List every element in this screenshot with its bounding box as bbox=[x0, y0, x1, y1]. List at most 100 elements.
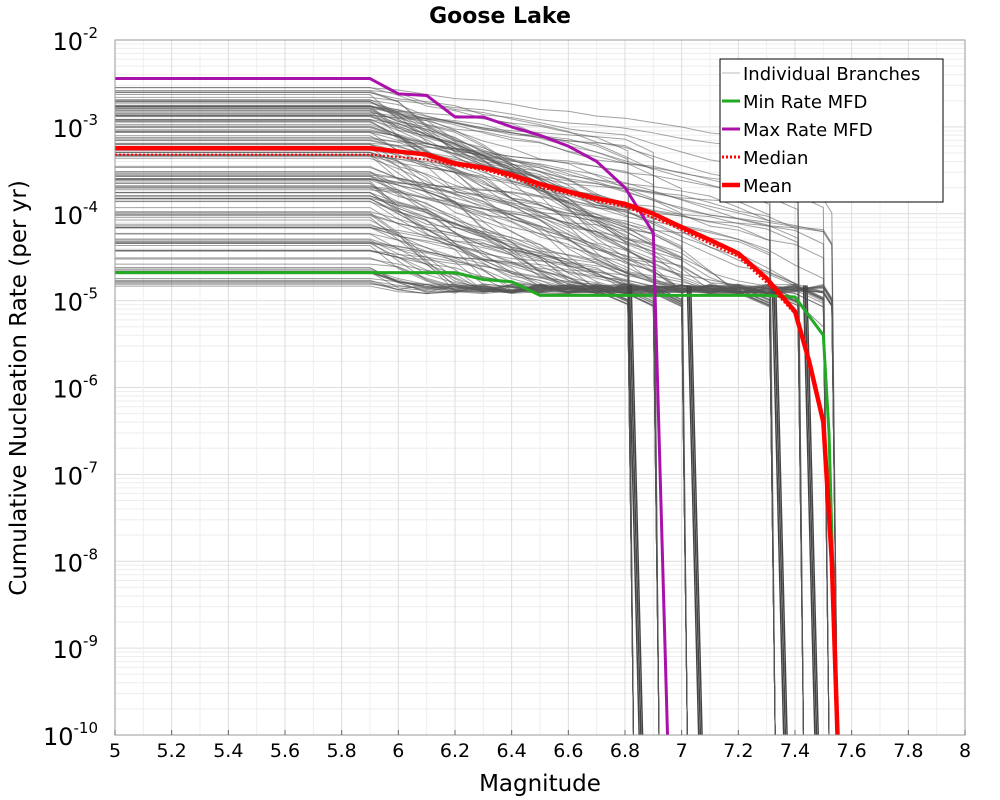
branch-line bbox=[115, 250, 838, 736]
branch-line bbox=[115, 185, 830, 736]
y-tick-label: 10-9 bbox=[52, 632, 98, 664]
branch-line bbox=[115, 112, 660, 736]
y-axis-ticks: 10-10 10-9 10-8 10-7 10-6 10-5 10-4 10-3 10-2 bbox=[43, 24, 98, 751]
y-tick-label: 10-7 bbox=[52, 458, 98, 490]
branch-cutoff-line bbox=[689, 285, 703, 736]
branch-line bbox=[115, 226, 830, 736]
x-tick-label: 5.2 bbox=[157, 740, 187, 762]
y-tick-label: 10-10 bbox=[43, 719, 98, 751]
branch-line bbox=[115, 250, 660, 736]
x-tick-label: 6.8 bbox=[610, 740, 640, 762]
y-tick-label: 10-3 bbox=[52, 111, 98, 143]
branch-line bbox=[115, 271, 634, 736]
branch-line bbox=[115, 100, 838, 736]
branch-line bbox=[115, 195, 634, 736]
legend-box bbox=[719, 58, 944, 203]
x-tick-label: 7.8 bbox=[893, 740, 923, 762]
branch-line bbox=[115, 258, 688, 736]
y-axis-label: Cumulative Nucleation Rate (per yr) bbox=[6, 180, 32, 596]
x-tick-label: 7 bbox=[676, 740, 688, 762]
branch-line bbox=[115, 271, 838, 736]
branch-line bbox=[115, 270, 634, 736]
x-tick-label: 5.4 bbox=[213, 740, 243, 762]
branch-cutoff-line bbox=[630, 285, 644, 736]
x-tick-label: 7.6 bbox=[837, 740, 867, 762]
branch-line bbox=[115, 270, 830, 736]
branch-line bbox=[115, 175, 830, 736]
legend-label: Individual Branches bbox=[743, 64, 920, 85]
legend-label: Mean bbox=[743, 176, 792, 197]
branch-cutoff-line bbox=[774, 285, 788, 736]
branch-line bbox=[115, 125, 776, 736]
branch-line bbox=[115, 106, 804, 736]
plot-frame bbox=[114, 39, 966, 736]
branch-line bbox=[115, 143, 776, 736]
series-lines bbox=[115, 77, 840, 736]
branch-line bbox=[115, 187, 824, 328]
branch-line bbox=[115, 271, 660, 736]
branch-line bbox=[115, 127, 804, 736]
branch-line bbox=[115, 257, 776, 736]
series-mean-line bbox=[115, 145, 840, 736]
branch-line bbox=[115, 176, 838, 736]
branch-line bbox=[115, 187, 660, 736]
branch-cutoff-line bbox=[628, 285, 642, 736]
x-tick-label: 6.6 bbox=[553, 740, 583, 762]
branch-line bbox=[115, 241, 830, 736]
branch-cutoff-line bbox=[688, 285, 702, 736]
legend-label: Min Rate MFD bbox=[743, 92, 867, 113]
branch-cutoff-line bbox=[802, 285, 816, 736]
x-axis-ticks: 5 5.2 5.4 5.6 5.8 6 6.2 6.4 6.6 6.8 7 7.2 7.4 7.6 7.8 8 bbox=[109, 730, 971, 762]
branch-line bbox=[115, 104, 660, 736]
x-tick-label: 5 bbox=[109, 740, 121, 762]
branch-line bbox=[115, 142, 688, 736]
branch-line bbox=[115, 111, 634, 736]
x-tick-label: 5.8 bbox=[327, 740, 357, 762]
branch-line bbox=[115, 172, 688, 736]
y-tick-label: 10-2 bbox=[52, 24, 98, 56]
x-tick-label: 6.2 bbox=[440, 740, 470, 762]
branch-line bbox=[115, 87, 776, 736]
y-tick-label: 10-8 bbox=[52, 545, 98, 577]
branch-line bbox=[115, 238, 688, 736]
legend: Individual Branches Min Rate MFD Max Rate … bbox=[719, 58, 944, 203]
branch-line bbox=[115, 87, 776, 736]
branch-line bbox=[115, 267, 838, 736]
x-tick-label: 6.4 bbox=[497, 740, 527, 762]
individual-branches bbox=[115, 87, 838, 736]
branch-line bbox=[115, 126, 776, 736]
chart-title: Goose Lake bbox=[429, 4, 571, 29]
branch-line bbox=[115, 114, 660, 736]
legend-label: Max Rate MFD bbox=[743, 120, 873, 141]
branch-line bbox=[115, 152, 830, 736]
branch-line bbox=[115, 131, 776, 736]
x-tick-label: 7.2 bbox=[723, 740, 753, 762]
branch-line bbox=[115, 213, 634, 736]
branch-line bbox=[115, 249, 660, 736]
branch-line bbox=[115, 154, 634, 736]
branch-line bbox=[115, 99, 660, 736]
branch-line bbox=[115, 272, 838, 736]
branch-cutoff-line bbox=[773, 285, 787, 736]
branch-cutoff-line bbox=[686, 285, 700, 736]
x-axis-label: Magnitude bbox=[479, 771, 601, 797]
branch-line bbox=[115, 108, 830, 736]
x-tick-label: 8 bbox=[959, 740, 971, 762]
branch-line bbox=[115, 185, 776, 736]
y-tick-label: 10-6 bbox=[52, 372, 98, 404]
branch-line bbox=[115, 269, 634, 736]
branch-line bbox=[115, 227, 660, 736]
branch-line bbox=[115, 219, 776, 736]
branch-line bbox=[115, 241, 688, 736]
y-tick-label: 10-4 bbox=[52, 198, 98, 230]
branch-line bbox=[115, 189, 660, 736]
branch-line bbox=[115, 249, 688, 736]
branch-line bbox=[115, 154, 776, 736]
series-min-rate-mfd-line bbox=[115, 271, 839, 736]
branch-line bbox=[115, 195, 776, 736]
x-tick-label: 7.4 bbox=[780, 740, 810, 762]
branch-line bbox=[115, 154, 688, 736]
branch-line bbox=[115, 135, 634, 736]
legend-label: Median bbox=[743, 148, 808, 169]
